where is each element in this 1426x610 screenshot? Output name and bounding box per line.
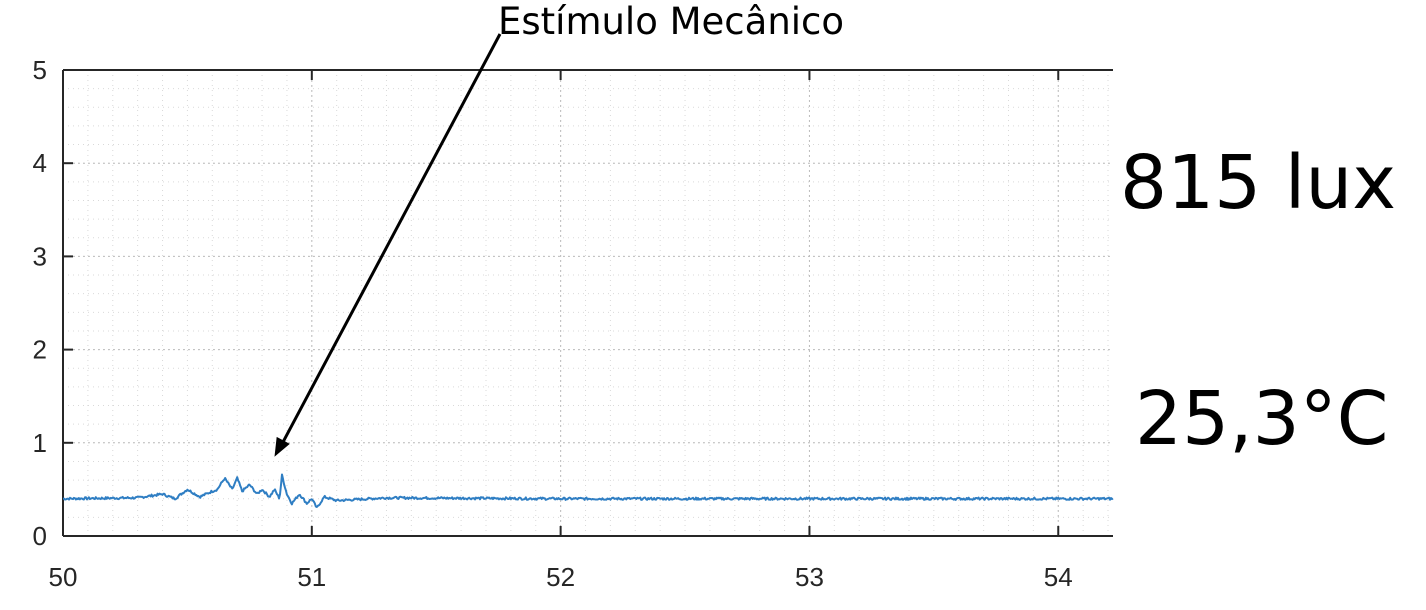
temperature-readout: 25,3°C <box>1135 376 1389 462</box>
y-tick-label: 3 <box>33 241 47 271</box>
x-tick-label: 51 <box>297 562 326 592</box>
annotation-arrowhead <box>274 436 290 457</box>
x-tick-label: 52 <box>546 562 575 592</box>
y-tick-label: 5 <box>33 55 47 85</box>
series-layer <box>62 473 1114 508</box>
y-tick-label: 2 <box>33 335 47 365</box>
annotation-layer: Estímulo Mecânico <box>274 0 844 457</box>
x-tick-label: 54 <box>1044 562 1073 592</box>
y-tick-label: 4 <box>33 148 47 178</box>
series-line <box>62 473 1114 508</box>
y-tick-label: 0 <box>33 521 47 551</box>
x-tick-label: 53 <box>795 562 824 592</box>
illuminance-readout: 815 lux <box>1120 140 1397 226</box>
x-tick-label: 50 <box>49 562 78 592</box>
y-tick-label: 1 <box>33 428 47 458</box>
plot-background <box>63 70 1113 536</box>
annotation-label: Estímulo Mecânico <box>498 0 844 43</box>
grid <box>62 69 1113 537</box>
annotation-arrow-line <box>279 33 502 448</box>
axes: 50 51 52 53 54 0 1 2 3 4 5 <box>33 55 1113 592</box>
